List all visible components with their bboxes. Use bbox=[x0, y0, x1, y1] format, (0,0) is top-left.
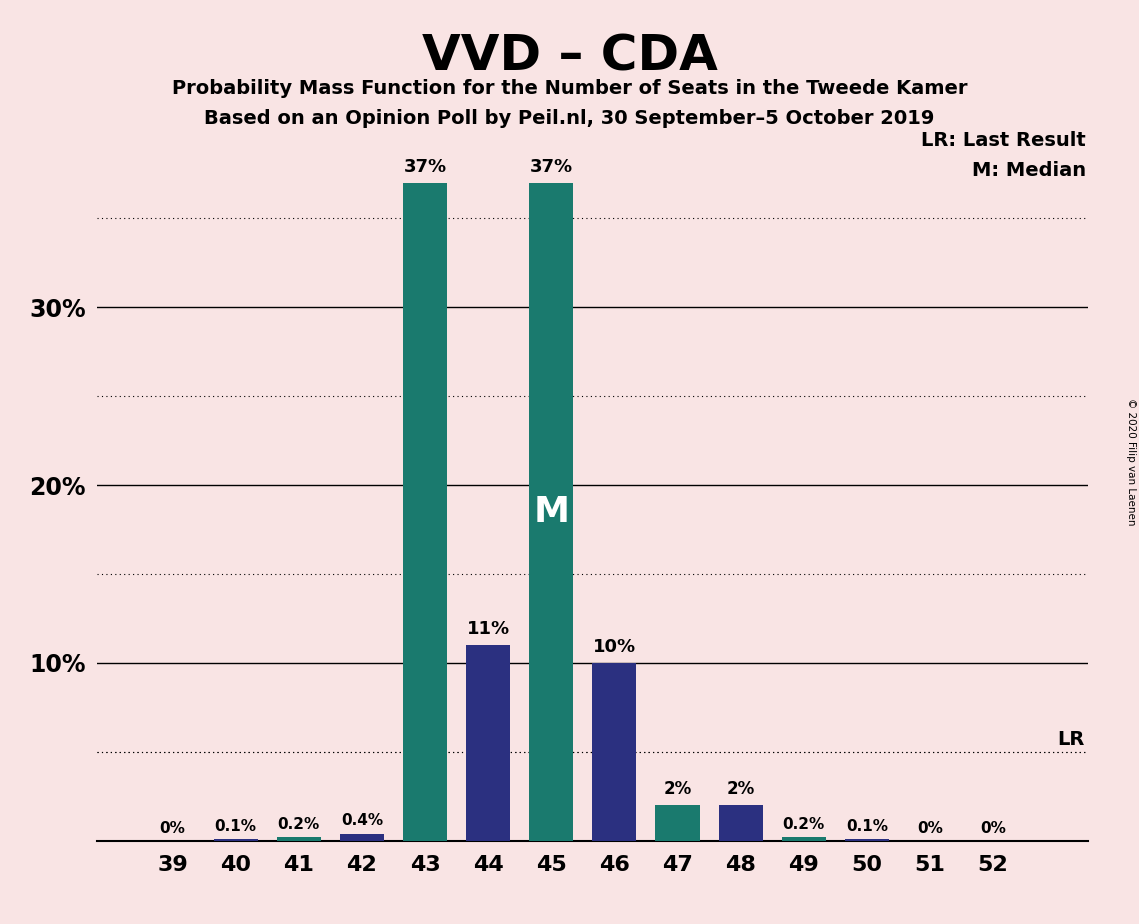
Bar bbox=[214, 839, 257, 841]
Text: M: Median: M: Median bbox=[972, 162, 1085, 180]
Text: 0.2%: 0.2% bbox=[782, 817, 825, 832]
Bar bbox=[781, 837, 826, 841]
Bar bbox=[592, 663, 637, 841]
Text: 37%: 37% bbox=[530, 158, 573, 176]
Bar bbox=[277, 837, 321, 841]
Text: Probability Mass Function for the Number of Seats in the Tweede Kamer: Probability Mass Function for the Number… bbox=[172, 79, 967, 98]
Text: © 2020 Filip van Laenen: © 2020 Filip van Laenen bbox=[1126, 398, 1136, 526]
Text: Based on an Opinion Poll by Peil.nl, 30 September–5 October 2019: Based on an Opinion Poll by Peil.nl, 30 … bbox=[204, 109, 935, 128]
Bar bbox=[339, 833, 384, 841]
Text: 10%: 10% bbox=[592, 638, 636, 656]
Text: 0.1%: 0.1% bbox=[846, 819, 887, 833]
Text: 2%: 2% bbox=[663, 780, 691, 798]
Text: 11%: 11% bbox=[467, 620, 509, 638]
Bar bbox=[403, 183, 448, 841]
Text: LR: Last Result: LR: Last Result bbox=[921, 131, 1085, 150]
Text: 0%: 0% bbox=[981, 821, 1006, 836]
Text: VVD – CDA: VVD – CDA bbox=[421, 32, 718, 80]
Bar bbox=[719, 805, 763, 841]
Text: 0%: 0% bbox=[917, 821, 943, 836]
Text: 2%: 2% bbox=[727, 780, 755, 798]
Text: 0%: 0% bbox=[159, 821, 186, 836]
Bar bbox=[655, 805, 699, 841]
Text: M: M bbox=[533, 494, 570, 529]
Bar bbox=[845, 839, 888, 841]
Text: 37%: 37% bbox=[403, 158, 446, 176]
Bar bbox=[466, 645, 510, 841]
Bar bbox=[530, 183, 573, 841]
Text: LR: LR bbox=[1057, 730, 1084, 749]
Text: 0.1%: 0.1% bbox=[214, 819, 256, 833]
Text: 0.4%: 0.4% bbox=[341, 813, 383, 829]
Text: 0.2%: 0.2% bbox=[278, 817, 320, 832]
